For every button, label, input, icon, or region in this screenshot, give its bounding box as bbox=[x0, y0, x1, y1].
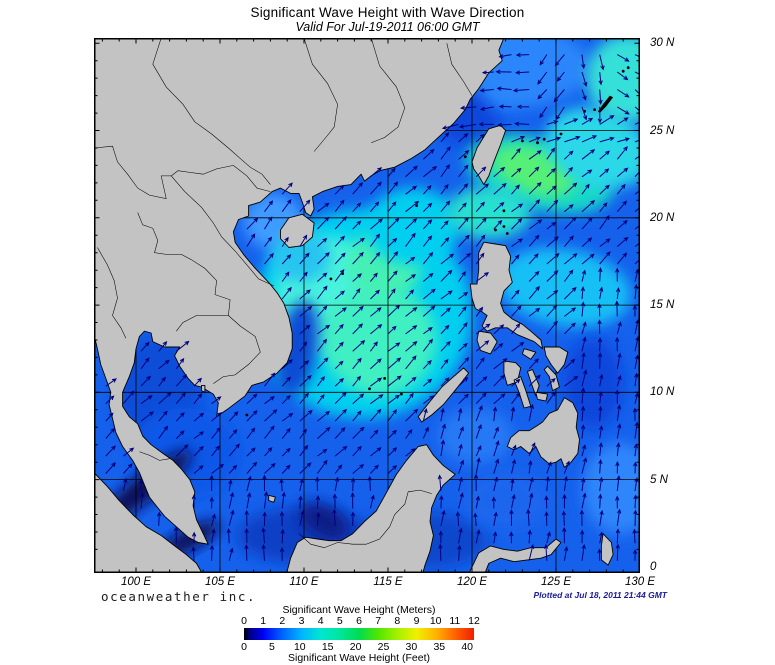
lon-label-110: 110 E bbox=[289, 576, 319, 588]
meters-tick-9: 9 bbox=[413, 615, 420, 627]
feet-tick-35: 35 bbox=[433, 641, 446, 653]
lon-label-115: 115 E bbox=[373, 576, 403, 588]
wave-map bbox=[94, 38, 640, 573]
colorbar-title-meters: Significant Wave Height (Meters) bbox=[282, 604, 436, 616]
feet-tick-5: 5 bbox=[268, 641, 275, 653]
meters-tick-2: 2 bbox=[279, 615, 286, 627]
small-islands bbox=[245, 66, 630, 417]
lat-label-30: 30 N bbox=[650, 37, 675, 50]
meters-tick-6: 6 bbox=[356, 615, 362, 627]
meters-tick-3: 3 bbox=[298, 615, 305, 627]
meters-tick-12: 12 bbox=[468, 615, 480, 627]
lon-label-125: 125 E bbox=[540, 576, 572, 588]
meters-tick-4: 4 bbox=[317, 615, 324, 627]
feet-tick-30: 30 bbox=[405, 641, 418, 653]
landmasses bbox=[94, 38, 614, 573]
feet-tick-10: 10 bbox=[293, 641, 306, 653]
lat-label-25: 25 N bbox=[650, 124, 675, 137]
feet-tick-0: 0 bbox=[241, 641, 247, 653]
feet-tick-40: 40 bbox=[461, 641, 474, 653]
map-frame bbox=[94, 38, 640, 573]
lon-label-105: 105 E bbox=[204, 576, 236, 588]
colorbar-gradient bbox=[244, 628, 474, 640]
plotted-timestamp: Plotted at Jul 18, 2011 21:44 GMT bbox=[533, 590, 667, 600]
page-title: Significant Wave Height with Wave Direct… bbox=[250, 5, 525, 20]
lat-label-20: 20 N bbox=[650, 211, 675, 224]
feet-tick-25: 25 bbox=[377, 641, 390, 653]
country-borders bbox=[94, 38, 473, 548]
degree-ticks bbox=[94, 38, 640, 573]
lat-label-5: 5 N bbox=[650, 473, 668, 486]
meters-tick-8: 8 bbox=[394, 615, 401, 627]
lat-label-10: 10 N bbox=[650, 386, 675, 399]
feet-tick-15: 15 bbox=[321, 641, 334, 653]
colorbar-title-feet: Significant Wave Height (Feet) bbox=[287, 652, 430, 664]
valid-time-subtitle: Valid For Jul-19-2011 06:00 GMT bbox=[295, 20, 480, 34]
meters-tick-10: 10 bbox=[429, 615, 442, 627]
lat-label-0: 0 bbox=[650, 560, 657, 573]
meters-tick-11: 11 bbox=[449, 615, 461, 627]
meters-tick-5: 5 bbox=[336, 615, 343, 627]
meters-tick-1: 1 bbox=[260, 615, 267, 627]
lat-label-15: 15 N bbox=[650, 299, 675, 312]
lon-label-130: 130 E bbox=[624, 576, 656, 588]
meters-tick-0: 0 bbox=[241, 615, 247, 627]
meters-tick-7: 7 bbox=[375, 615, 382, 627]
lon-label-120: 120 E bbox=[456, 576, 488, 588]
feet-tick-20: 20 bbox=[349, 641, 362, 653]
lon-label-100: 100 E bbox=[120, 576, 152, 588]
oceanweather-logo-text: oceanweather inc. bbox=[101, 589, 257, 604]
